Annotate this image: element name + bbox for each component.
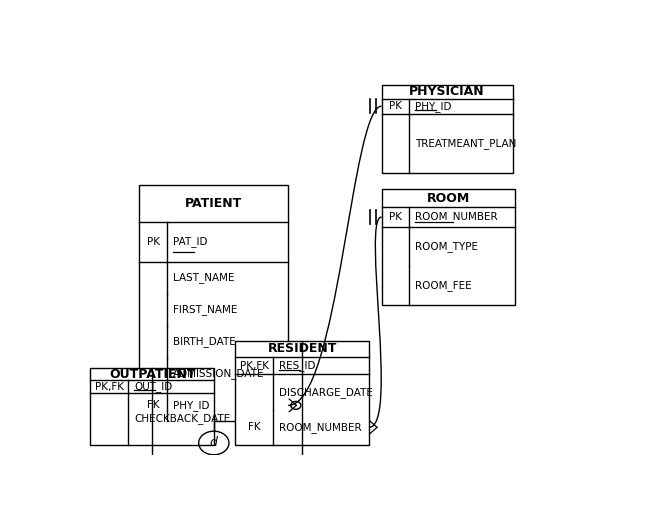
Text: TREATMEANT_PLAN: TREATMEANT_PLAN — [415, 138, 517, 149]
Text: DISCHARGE_DATE: DISCHARGE_DATE — [279, 387, 373, 398]
Text: PK,FK: PK,FK — [95, 382, 124, 391]
Text: RES_ID: RES_ID — [279, 360, 316, 371]
Text: PK,FK: PK,FK — [240, 361, 269, 370]
Text: PHY_ID: PHY_ID — [173, 400, 210, 411]
Text: OUT_ID: OUT_ID — [134, 381, 173, 392]
Text: ROOM_TYPE: ROOM_TYPE — [415, 241, 478, 252]
Text: FK: FK — [248, 422, 260, 432]
Text: ROOM_NUMBER: ROOM_NUMBER — [279, 422, 362, 433]
Text: FK: FK — [147, 401, 159, 410]
Text: CHECKBACK_DATE: CHECKBACK_DATE — [134, 413, 230, 425]
Text: d: d — [210, 436, 217, 450]
Text: LAST_NAME: LAST_NAME — [173, 272, 235, 283]
Text: ROOM: ROOM — [427, 192, 470, 205]
Text: ROOM_FEE: ROOM_FEE — [415, 280, 472, 291]
Bar — [139, 185, 288, 422]
Text: PHY_ID: PHY_ID — [415, 101, 452, 111]
Bar — [381, 189, 515, 305]
Bar — [235, 341, 369, 445]
Bar — [381, 85, 513, 173]
Text: PK: PK — [389, 212, 402, 222]
Text: OUTPATIENT: OUTPATIENT — [109, 368, 195, 381]
Text: FIRST_NAME: FIRST_NAME — [173, 304, 238, 315]
Text: BIRTH_DATE: BIRTH_DATE — [173, 336, 236, 347]
Text: ADMISSION_DATE: ADMISSION_DATE — [173, 368, 265, 379]
Text: PHYSICIAN: PHYSICIAN — [409, 85, 485, 98]
Text: ROOM_NUMBER: ROOM_NUMBER — [415, 212, 498, 222]
Text: PK: PK — [146, 237, 159, 247]
Text: PAT_ID: PAT_ID — [173, 237, 208, 247]
Text: RESIDENT: RESIDENT — [268, 342, 337, 355]
Bar — [90, 368, 214, 445]
Text: PATIENT: PATIENT — [185, 197, 242, 210]
Text: PK: PK — [389, 101, 402, 111]
